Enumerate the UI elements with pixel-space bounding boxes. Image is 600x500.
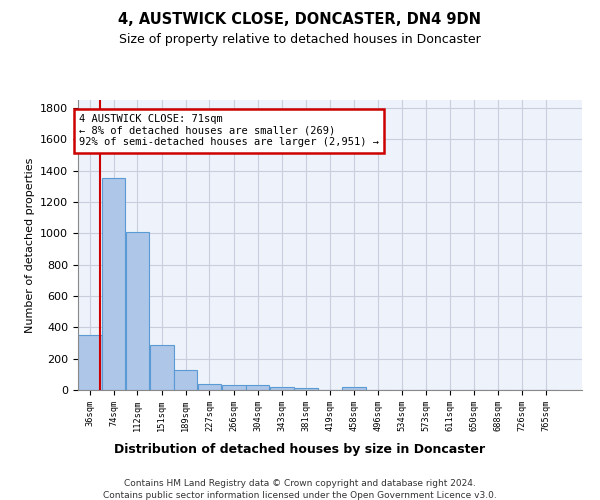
Text: Distribution of detached houses by size in Doncaster: Distribution of detached houses by size … [115, 442, 485, 456]
Bar [102, 178, 125, 390]
Text: Size of property relative to detached houses in Doncaster: Size of property relative to detached ho… [119, 32, 481, 46]
Y-axis label: Number of detached properties: Number of detached properties [25, 158, 35, 332]
Text: 4 AUSTWICK CLOSE: 71sqm
← 8% of detached houses are smaller (269)
92% of semi-de: 4 AUSTWICK CLOSE: 71sqm ← 8% of detached… [79, 114, 379, 148]
Text: 4, AUSTWICK CLOSE, DONCASTER, DN4 9DN: 4, AUSTWICK CLOSE, DONCASTER, DN4 9DN [119, 12, 482, 28]
Bar [198, 384, 221, 390]
Text: Contains public sector information licensed under the Open Government Licence v3: Contains public sector information licen… [103, 491, 497, 500]
Bar [126, 232, 149, 390]
Bar [222, 384, 245, 390]
Bar [294, 388, 317, 390]
Bar [78, 335, 101, 390]
Bar [150, 344, 173, 390]
Bar [246, 386, 269, 390]
Bar [174, 370, 197, 390]
Bar [271, 387, 294, 390]
Bar [343, 387, 366, 390]
Text: Contains HM Land Registry data © Crown copyright and database right 2024.: Contains HM Land Registry data © Crown c… [124, 479, 476, 488]
